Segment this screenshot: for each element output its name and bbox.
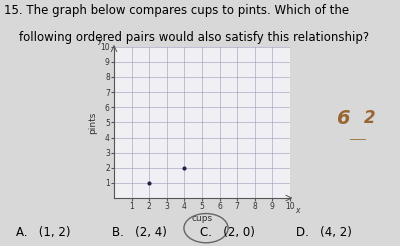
Text: D.   (4, 2): D. (4, 2) [296,226,352,239]
Text: x: x [295,206,299,215]
Text: A.   (1, 2): A. (1, 2) [16,226,70,239]
X-axis label: cups: cups [192,214,212,223]
Y-axis label: pints: pints [88,111,98,134]
Text: C.   (2, 0): C. (2, 0) [200,226,255,239]
Text: ___: ___ [350,130,366,140]
Text: 2: 2 [364,109,376,127]
Text: B.   (2, 4): B. (2, 4) [112,226,167,239]
Text: y: y [98,36,102,45]
Text: following ordered pairs would also satisfy this relationship?: following ordered pairs would also satis… [4,31,369,44]
Text: 15. The graph below compares cups to pints. Which of the: 15. The graph below compares cups to pin… [4,4,349,17]
Text: 6: 6 [336,108,350,128]
